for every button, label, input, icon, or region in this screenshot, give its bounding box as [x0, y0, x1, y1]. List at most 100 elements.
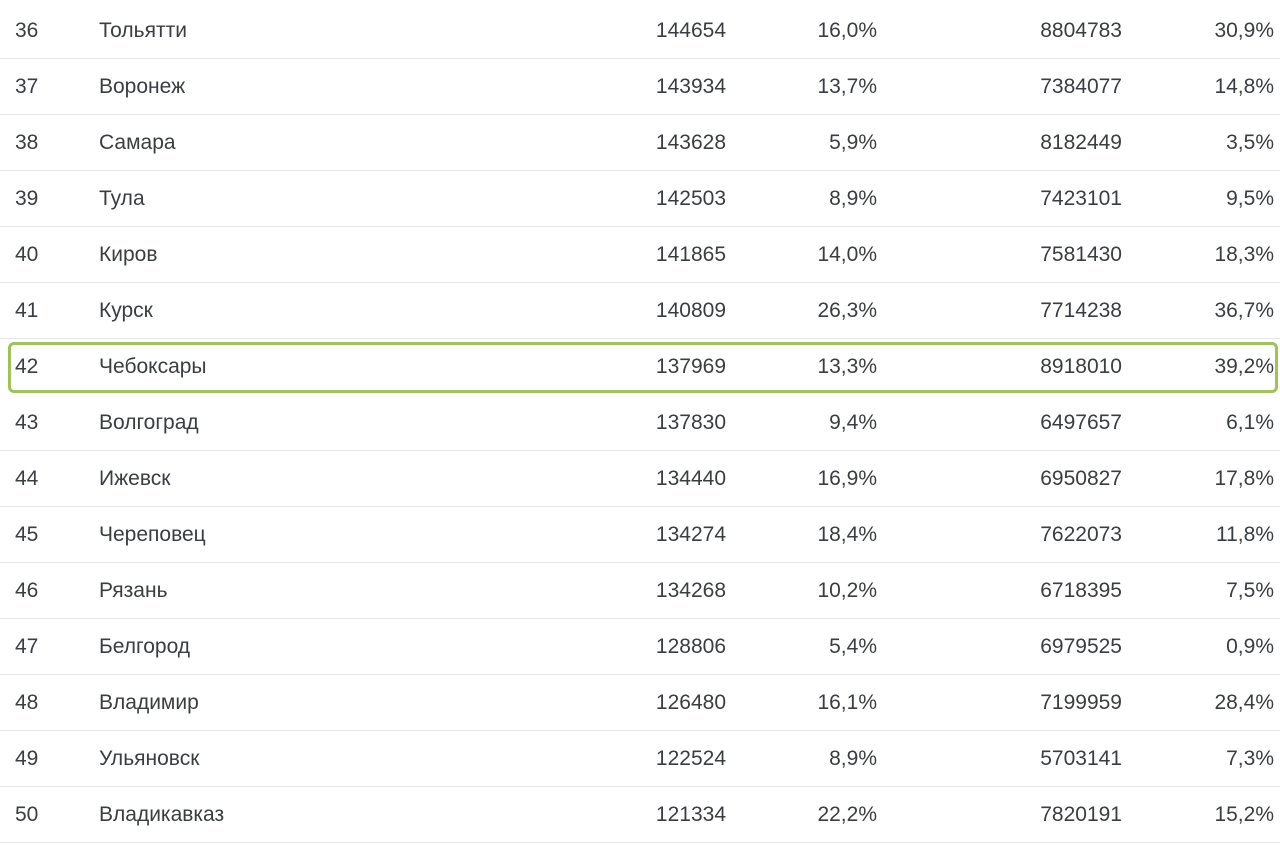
rank-cell: 49 — [15, 747, 39, 770]
table-row: 38 Самара 143628 5,9% 8182449 3,5% — [0, 115, 1280, 171]
rank-cell: 43 — [15, 411, 39, 434]
rank-cell: 48 — [15, 691, 39, 714]
value1-cell: 142503 — [655, 187, 726, 210]
value2-cell: 8918010 — [1040, 355, 1122, 378]
percent2-cell: 18,3% — [1214, 243, 1274, 266]
percent2-cell: 14,8% — [1214, 75, 1274, 98]
city-cell: Владимир — [99, 691, 199, 714]
table-row: 46 Рязань 134268 10,2% 6718395 7,5% — [0, 563, 1280, 619]
value2-cell: 8804783 — [1040, 19, 1122, 42]
value2-cell: 8182449 — [1040, 131, 1122, 154]
percent2-cell: 17,8% — [1214, 467, 1274, 490]
value1-cell: 140809 — [655, 299, 726, 322]
percent2-cell: 0,9% — [1226, 635, 1274, 658]
city-cell: Ульяновск — [99, 747, 200, 770]
value1-cell: 143934 — [655, 75, 726, 98]
percent1-cell: 18,4% — [817, 523, 877, 546]
rank-cell: 37 — [15, 75, 39, 98]
city-cell: Курск — [99, 299, 153, 322]
value1-cell: 143628 — [655, 131, 726, 154]
value2-cell: 6979525 — [1040, 635, 1122, 658]
percent1-cell: 9,4% — [829, 411, 877, 434]
value2-cell: 6718395 — [1040, 579, 1122, 602]
value1-cell: 128806 — [655, 635, 726, 658]
percent1-cell: 5,4% — [829, 635, 877, 658]
percent1-cell: 13,3% — [817, 355, 877, 378]
value1-cell: 121334 — [655, 803, 726, 826]
percent1-cell: 16,9% — [817, 467, 877, 490]
percent2-cell: 7,5% — [1226, 579, 1274, 602]
table-row: 39 Тула 142503 8,9% 7423101 9,5% — [0, 171, 1280, 227]
city-cell: Владикавказ — [99, 803, 225, 826]
value1-cell: 137830 — [655, 411, 726, 434]
percent2-cell: 6,1% — [1226, 411, 1274, 434]
value2-cell: 5703141 — [1040, 747, 1122, 770]
percent2-cell: 9,5% — [1226, 187, 1274, 210]
table-row: 50 Владикавказ 121334 22,2% 7820191 15,2% — [0, 787, 1280, 843]
percent1-cell: 16,1% — [817, 691, 877, 714]
percent2-cell: 39,2% — [1214, 355, 1274, 378]
city-cell: Тольятти — [99, 19, 187, 42]
percent2-cell: 3,5% — [1226, 131, 1274, 154]
value1-cell: 144654 — [655, 19, 726, 42]
value2-cell: 7581430 — [1040, 243, 1122, 266]
value2-cell: 7384077 — [1040, 75, 1122, 98]
percent1-cell: 16,0% — [817, 19, 877, 42]
table-row: 45 Череповец 134274 18,4% 7622073 11,8% — [0, 507, 1280, 563]
rank-cell: 36 — [15, 19, 39, 42]
value1-cell: 134440 — [655, 467, 726, 490]
table-row: 47 Белгород 128806 5,4% 6979525 0,9% — [0, 619, 1280, 675]
table-row: 37 Воронеж 143934 13,7% 7384077 14,8% — [0, 59, 1280, 115]
city-cell: Киров — [99, 243, 158, 266]
city-cell: Тула — [99, 187, 145, 210]
percent2-cell: 15,2% — [1214, 803, 1274, 826]
city-cell: Воронеж — [99, 75, 186, 98]
city-cell: Чебоксары — [99, 355, 207, 378]
rank-cell: 45 — [15, 523, 39, 546]
table-row: 44 Ижевск 134440 16,9% 6950827 17,8% — [0, 451, 1280, 507]
percent1-cell: 5,9% — [829, 131, 877, 154]
percent2-cell: 11,8% — [1216, 523, 1274, 546]
value2-cell: 6950827 — [1040, 467, 1122, 490]
city-cell: Волгоград — [99, 411, 199, 434]
rank-cell: 41 — [15, 299, 39, 322]
percent2-cell: 28,4% — [1214, 691, 1274, 714]
rank-cell: 39 — [15, 187, 39, 210]
value1-cell: 126480 — [655, 691, 726, 714]
value2-cell: 7714238 — [1040, 299, 1122, 322]
value1-cell: 134274 — [655, 523, 726, 546]
city-cell: Ижевск — [99, 467, 171, 490]
percent1-cell: 22,2% — [817, 803, 877, 826]
rank-cell: 38 — [15, 131, 39, 154]
rank-cell: 50 — [15, 803, 39, 826]
value2-cell: 6497657 — [1040, 411, 1122, 434]
table-row: 40 Киров 141865 14,0% 7581430 18,3% — [0, 227, 1280, 283]
rank-cell: 47 — [15, 635, 39, 658]
city-cell: Белгород — [99, 635, 191, 658]
table-row: 36 Тольятти 144654 16,0% 8804783 30,9% — [0, 3, 1280, 59]
percent1-cell: 14,0% — [817, 243, 877, 266]
value2-cell: 7199959 — [1040, 691, 1122, 714]
value2-cell: 7820191 — [1040, 803, 1122, 826]
city-cell: Череповец — [99, 523, 206, 546]
percent1-cell: 26,3% — [817, 299, 877, 322]
percent1-cell: 8,9% — [829, 747, 877, 770]
rank-cell: 44 — [15, 467, 39, 490]
percent1-cell: 13,7% — [817, 75, 877, 98]
value1-cell: 141865 — [655, 243, 726, 266]
table-row-highlighted: 42 Чебоксары 137969 13,3% 8918010 39,2% — [0, 339, 1280, 395]
table-row: 49 Ульяновск 122524 8,9% 5703141 7,3% — [0, 731, 1280, 787]
table-row: 41 Курск 140809 26,3% 7714238 36,7% — [0, 283, 1280, 339]
value2-cell: 7622073 — [1040, 523, 1122, 546]
value1-cell: 137969 — [655, 355, 726, 378]
value1-cell: 134268 — [655, 579, 726, 602]
percent1-cell: 10,2% — [817, 579, 877, 602]
value1-cell: 122524 — [655, 747, 726, 770]
rank-cell: 40 — [15, 243, 39, 266]
table-row: 43 Волгоград 137830 9,4% 6497657 6,1% — [0, 395, 1280, 451]
city-cell: Рязань — [99, 579, 168, 602]
percent2-cell: 30,9% — [1214, 19, 1274, 42]
table-row: 48 Владимир 126480 16,1% 7199959 28,4% — [0, 675, 1280, 731]
percent1-cell: 8,9% — [829, 187, 877, 210]
